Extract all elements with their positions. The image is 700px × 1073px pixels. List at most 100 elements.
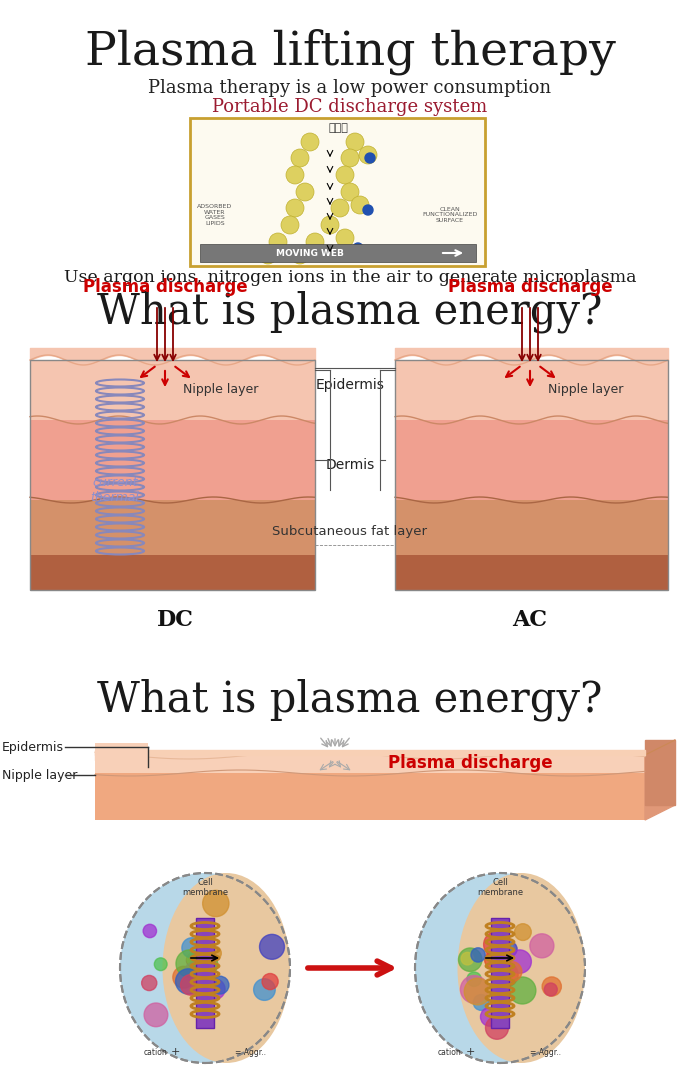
Bar bbox=[190, 118, 485, 266]
Text: Plasma discharge: Plasma discharge bbox=[388, 754, 552, 771]
Ellipse shape bbox=[120, 873, 290, 1063]
Circle shape bbox=[291, 149, 309, 167]
Circle shape bbox=[464, 979, 491, 1005]
Circle shape bbox=[341, 183, 359, 201]
Text: +: + bbox=[170, 1047, 180, 1057]
Text: Epidermis: Epidermis bbox=[316, 378, 384, 392]
Circle shape bbox=[484, 952, 503, 969]
Text: 等离子: 等离子 bbox=[328, 123, 348, 133]
Circle shape bbox=[353, 242, 363, 253]
Circle shape bbox=[182, 938, 202, 958]
Circle shape bbox=[495, 965, 511, 982]
Ellipse shape bbox=[458, 873, 585, 1063]
Bar bbox=[30, 420, 315, 500]
Circle shape bbox=[176, 950, 204, 978]
Text: What is plasma energy?: What is plasma energy? bbox=[97, 679, 603, 721]
Text: = Aggr..: = Aggr.. bbox=[530, 1048, 561, 1057]
Circle shape bbox=[144, 1003, 168, 1027]
Circle shape bbox=[359, 146, 377, 164]
Bar bbox=[95, 755, 645, 773]
Text: Portable DC discharge system: Portable DC discharge system bbox=[212, 98, 488, 116]
Circle shape bbox=[544, 983, 557, 996]
Circle shape bbox=[211, 976, 229, 994]
Text: Dermis: Dermis bbox=[326, 458, 374, 472]
Text: cation: cation bbox=[143, 1048, 167, 1057]
Circle shape bbox=[496, 940, 513, 957]
Circle shape bbox=[190, 951, 218, 978]
Circle shape bbox=[286, 166, 304, 183]
Polygon shape bbox=[645, 740, 675, 805]
Circle shape bbox=[486, 1016, 508, 1040]
Circle shape bbox=[530, 934, 554, 958]
Circle shape bbox=[336, 166, 354, 183]
Bar bbox=[95, 755, 645, 820]
Text: Plasma therapy is a low power consumption: Plasma therapy is a low power consumptio… bbox=[148, 79, 552, 97]
Text: MOVING WEB: MOVING WEB bbox=[276, 249, 344, 258]
Circle shape bbox=[281, 216, 299, 234]
Text: current
thermal: current thermal bbox=[90, 476, 139, 504]
Bar bbox=[30, 500, 315, 555]
Circle shape bbox=[143, 924, 157, 938]
Circle shape bbox=[494, 962, 518, 987]
Circle shape bbox=[259, 246, 277, 264]
Bar bbox=[395, 500, 668, 555]
Bar bbox=[30, 361, 315, 420]
Circle shape bbox=[154, 958, 167, 971]
Circle shape bbox=[181, 974, 202, 996]
Circle shape bbox=[190, 966, 214, 988]
Bar bbox=[30, 361, 315, 590]
Circle shape bbox=[173, 967, 195, 988]
Circle shape bbox=[336, 229, 354, 247]
Circle shape bbox=[269, 233, 287, 251]
Text: +: + bbox=[466, 1047, 475, 1057]
Circle shape bbox=[262, 973, 278, 989]
Circle shape bbox=[187, 953, 200, 966]
Text: Plasma discharge: Plasma discharge bbox=[448, 278, 612, 296]
Circle shape bbox=[346, 133, 364, 151]
Text: Cell
membrane: Cell membrane bbox=[182, 878, 228, 897]
Bar bbox=[395, 361, 668, 590]
Bar bbox=[200, 244, 476, 262]
Circle shape bbox=[341, 149, 359, 167]
Circle shape bbox=[321, 216, 339, 234]
Text: ADSORBED
WATER
GASES
LIPIDS: ADSORBED WATER GASES LIPIDS bbox=[197, 204, 232, 226]
Ellipse shape bbox=[162, 873, 290, 1063]
Circle shape bbox=[471, 947, 485, 962]
Circle shape bbox=[199, 965, 216, 982]
Polygon shape bbox=[645, 740, 675, 820]
Circle shape bbox=[542, 976, 561, 996]
Text: Epidermis: Epidermis bbox=[2, 740, 64, 753]
Circle shape bbox=[141, 975, 157, 990]
Text: Cell
membrane: Cell membrane bbox=[477, 878, 523, 897]
Circle shape bbox=[203, 891, 229, 916]
Circle shape bbox=[176, 969, 201, 994]
Text: = Aggr..: = Aggr.. bbox=[235, 1048, 266, 1057]
Text: Use argon ions, nitrogen ions in the air to generate microplasma: Use argon ions, nitrogen ions in the air… bbox=[64, 269, 636, 286]
Text: DC: DC bbox=[157, 609, 193, 631]
Circle shape bbox=[461, 975, 488, 1003]
Circle shape bbox=[473, 995, 489, 1011]
Circle shape bbox=[509, 976, 536, 1004]
Circle shape bbox=[458, 947, 482, 971]
Text: Nipple layer: Nipple layer bbox=[2, 768, 78, 781]
Circle shape bbox=[503, 942, 517, 956]
Text: Plasma discharge: Plasma discharge bbox=[83, 278, 247, 296]
Circle shape bbox=[286, 199, 304, 217]
Circle shape bbox=[184, 962, 204, 982]
Text: What is plasma energy?: What is plasma energy? bbox=[97, 291, 603, 334]
Ellipse shape bbox=[415, 873, 585, 1063]
Bar bbox=[395, 555, 668, 590]
Circle shape bbox=[253, 979, 275, 1000]
Circle shape bbox=[186, 953, 201, 968]
Text: Nipple layer: Nipple layer bbox=[548, 383, 624, 397]
Circle shape bbox=[480, 1008, 499, 1026]
Circle shape bbox=[296, 183, 314, 201]
Bar bbox=[196, 918, 214, 1028]
Circle shape bbox=[363, 205, 373, 215]
Circle shape bbox=[351, 196, 369, 214]
Bar bbox=[95, 743, 148, 766]
Circle shape bbox=[291, 246, 309, 264]
Circle shape bbox=[467, 972, 482, 986]
Bar bbox=[395, 420, 668, 500]
Text: cation: cation bbox=[438, 1048, 462, 1057]
